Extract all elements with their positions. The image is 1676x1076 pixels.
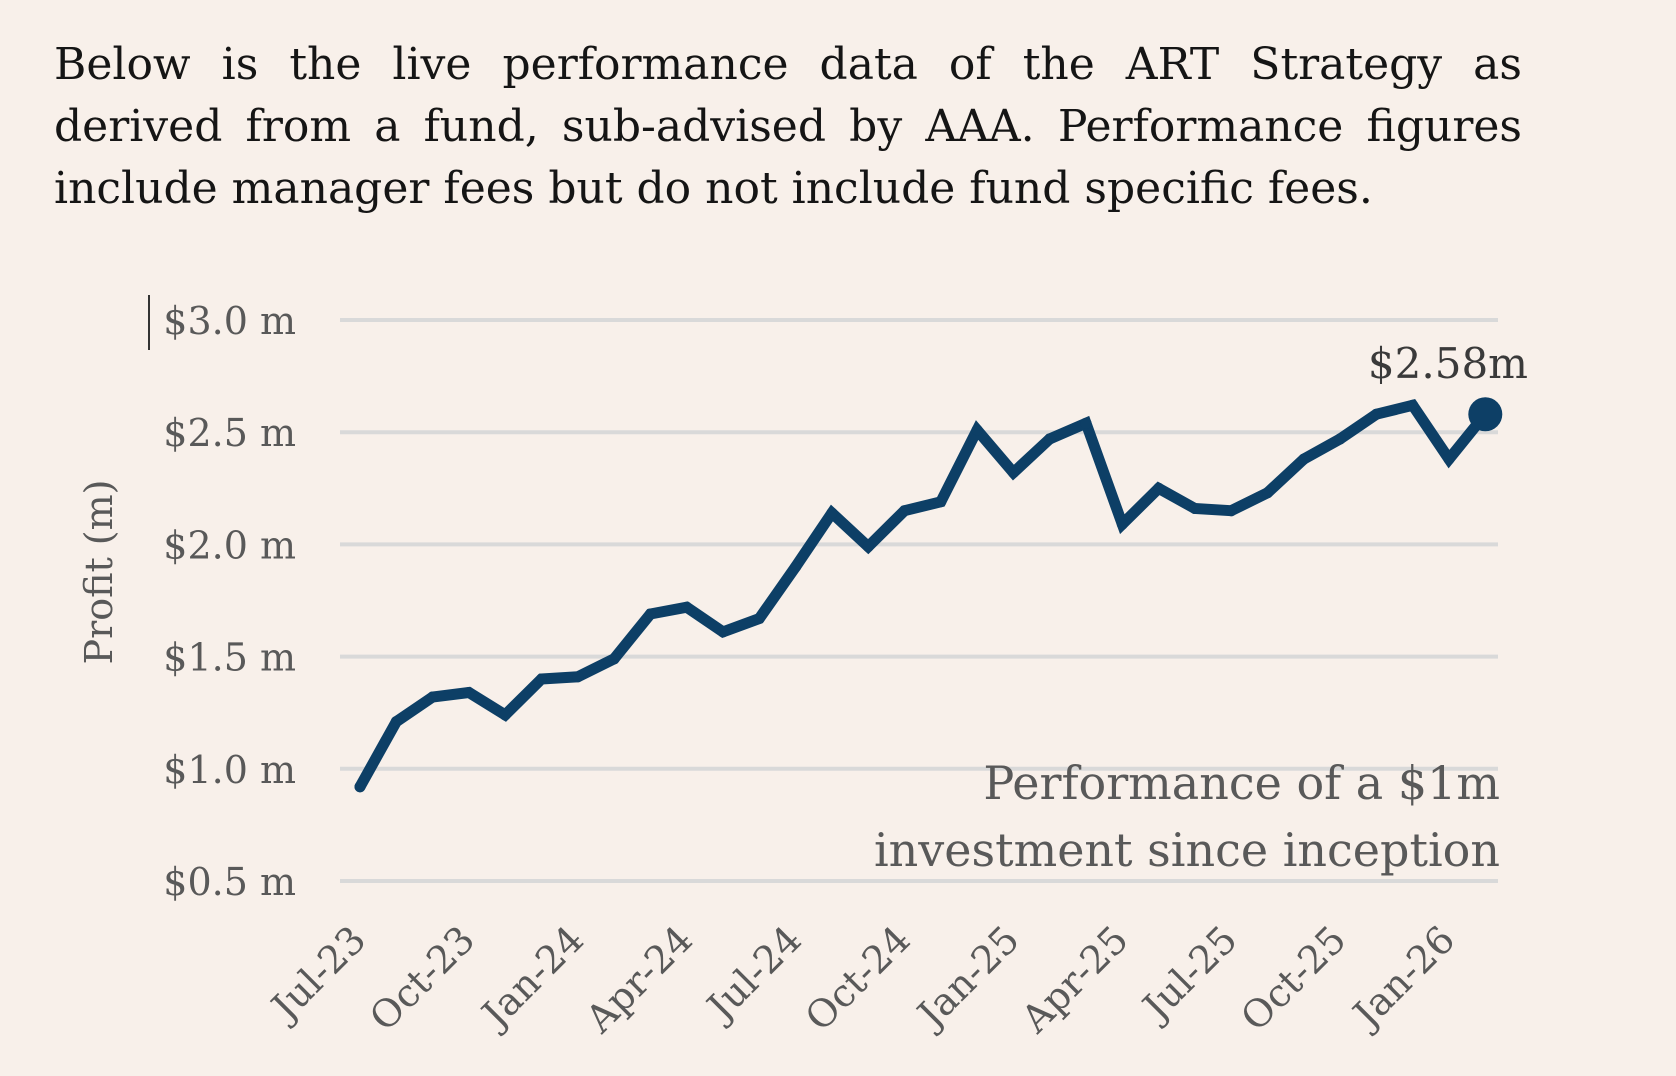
x-tick-label: Jan-25 — [906, 917, 1027, 1038]
annotation-line-1: Performance of a $1m — [983, 756, 1500, 810]
data-point — [826, 507, 838, 519]
data-point — [1298, 453, 1310, 465]
data-point — [644, 608, 656, 620]
intro-line-1: Below is the live performance data of th… — [54, 39, 1522, 90]
intro-line-2: derived from a fund, sub-advised by AAA.… — [54, 101, 1522, 152]
data-point — [935, 496, 947, 508]
y-tick-label: $2.0 m — [163, 523, 296, 567]
data-point — [499, 709, 511, 721]
x-tick-label: Apr-25 — [1012, 917, 1137, 1042]
y-tick-label: $3.0 m — [163, 299, 296, 343]
data-point — [1153, 482, 1165, 494]
data-point — [354, 781, 366, 793]
data-point — [390, 716, 402, 728]
data-point — [1116, 518, 1128, 530]
data-point — [1443, 453, 1455, 465]
series-line-0 — [354, 399, 1491, 793]
data-point — [572, 671, 584, 683]
data-point — [608, 653, 620, 665]
y-axis-ticks: $0.5 m $1.0 m $1.5 m $2.0 m $2.5 m $3.0 m — [163, 299, 296, 904]
data-point — [1225, 505, 1237, 517]
y-tick-label: $1.5 m — [163, 636, 296, 680]
data-point — [1370, 408, 1382, 420]
data-point — [1407, 399, 1419, 411]
series-group — [354, 397, 1503, 793]
intro-line-3: include manager fees but do not include … — [54, 163, 1373, 214]
x-tick-label: Jul-24 — [696, 917, 810, 1031]
x-tick-label: Jul-25 — [1132, 917, 1246, 1031]
data-point — [463, 687, 475, 699]
data-point — [1262, 487, 1273, 499]
y-tick-label: $0.5 m — [163, 860, 296, 904]
x-tick-label: Oct-23 — [361, 917, 483, 1039]
data-point — [427, 691, 439, 703]
data-point — [1334, 433, 1346, 445]
intro-text: Below is the live performance data of th… — [54, 34, 1522, 220]
gridlines — [340, 318, 1498, 883]
x-axis-ticks: Jul-23Oct-23Jan-24Apr-24Jul-24Oct-24Jan-… — [260, 917, 1463, 1042]
data-point — [971, 424, 983, 436]
end-point-marker — [1468, 397, 1503, 432]
data-point — [899, 505, 910, 517]
end-value-label: $2.58m — [1368, 339, 1528, 388]
data-point — [753, 612, 765, 624]
data-point — [536, 673, 547, 685]
data-point — [1007, 467, 1019, 479]
data-point — [1044, 433, 1056, 445]
data-point — [1080, 417, 1092, 429]
x-tick-label: Jul-23 — [260, 917, 374, 1031]
data-point — [1189, 502, 1201, 514]
x-tick-label: Oct-24 — [797, 917, 919, 1039]
y-axis-label: Profit (m) — [77, 480, 121, 665]
annotation-line-2: investment since inception — [874, 823, 1500, 877]
data-point — [790, 561, 802, 573]
y-tick-label: $2.5 m — [163, 411, 296, 455]
x-tick-label: Oct-25 — [1232, 917, 1354, 1039]
data-point — [681, 601, 693, 613]
x-tick-label: Jan-24 — [471, 917, 592, 1038]
x-tick-label: Jan-26 — [1342, 917, 1463, 1038]
x-tick-label: Apr-24 — [577, 917, 702, 1042]
data-point — [862, 541, 874, 553]
data-point — [717, 626, 729, 638]
y-tick-label: $1.0 m — [163, 748, 296, 792]
